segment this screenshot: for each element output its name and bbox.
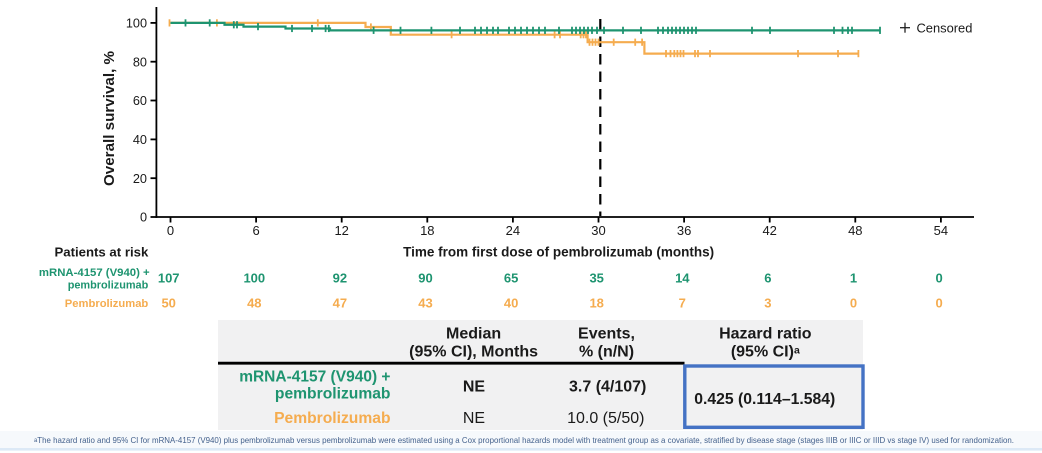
svg-text:mRNA-4157 (V940) +: mRNA-4157 (V940) + — [239, 369, 390, 386]
svg-text:43: 43 — [418, 296, 432, 311]
svg-text:107: 107 — [158, 271, 180, 286]
svg-text:0: 0 — [140, 211, 147, 225]
svg-text:10.0 (5/50): 10.0 (5/50) — [567, 410, 644, 427]
svg-text:0: 0 — [850, 296, 857, 311]
svg-text:40: 40 — [133, 133, 147, 147]
svg-text:48: 48 — [848, 223, 862, 238]
svg-text:(95% CI)a: (95% CI)a — [731, 343, 800, 360]
svg-text:Overall survival, %: Overall survival, % — [101, 50, 118, 186]
svg-text:3.7 (4/107): 3.7 (4/107) — [569, 379, 646, 396]
svg-text:Hazard ratio: Hazard ratio — [719, 326, 812, 343]
svg-text:90: 90 — [418, 271, 432, 286]
svg-text:54: 54 — [934, 223, 948, 238]
svg-text:24: 24 — [506, 223, 520, 238]
svg-text:65: 65 — [504, 271, 518, 286]
svg-text:92: 92 — [333, 271, 347, 286]
svg-text:3: 3 — [764, 296, 771, 311]
svg-text:pembrolizumab: pembrolizumab — [275, 386, 391, 403]
svg-text:42: 42 — [762, 223, 776, 238]
svg-text:0: 0 — [167, 223, 174, 238]
svg-text:NE: NE — [463, 379, 486, 396]
svg-text:Time from first dose of pembro: Time from first dose of pembrolizumab (m… — [403, 244, 714, 259]
svg-text:30: 30 — [591, 223, 605, 238]
svg-text:Median: Median — [446, 326, 501, 343]
svg-text:18: 18 — [589, 296, 603, 311]
svg-text:Events,: Events, — [578, 326, 635, 343]
svg-text:12: 12 — [334, 223, 348, 238]
svg-text:20: 20 — [133, 172, 147, 186]
svg-text:pembrolizumab: pembrolizumab — [68, 280, 149, 292]
svg-text:NE: NE — [463, 410, 485, 427]
svg-text:100: 100 — [243, 271, 265, 286]
svg-text:0: 0 — [935, 271, 942, 286]
svg-text:Pembrolizumab: Pembrolizumab — [274, 410, 391, 427]
svg-text:36: 36 — [677, 223, 691, 238]
svg-text:aThe hazard ratio and 95% CI f: aThe hazard ratio and 95% CI for mRNA-41… — [34, 435, 1014, 445]
svg-text:6: 6 — [252, 223, 259, 238]
svg-text:0: 0 — [935, 296, 942, 311]
svg-text:Patients at risk: Patients at risk — [54, 244, 148, 259]
svg-text:48: 48 — [247, 296, 261, 311]
svg-text:6: 6 — [764, 271, 771, 286]
svg-text:Censored: Censored — [917, 21, 973, 36]
svg-text:80: 80 — [133, 55, 147, 69]
svg-text:60: 60 — [133, 94, 147, 108]
svg-text:Pembrolizumab: Pembrolizumab — [65, 298, 149, 310]
svg-text:% (n/N): % (n/N) — [579, 343, 634, 360]
svg-text:0.425 (0.114–1.584): 0.425 (0.114–1.584) — [694, 391, 835, 408]
svg-text:7: 7 — [679, 296, 686, 311]
svg-text:100: 100 — [126, 17, 147, 31]
svg-text:50: 50 — [161, 296, 175, 311]
svg-text:1: 1 — [850, 271, 857, 286]
svg-text:14: 14 — [675, 271, 690, 286]
svg-text:47: 47 — [333, 296, 347, 311]
svg-text:40: 40 — [504, 296, 518, 311]
svg-text:(95% CI), Months: (95% CI), Months — [409, 343, 538, 360]
svg-text:18: 18 — [420, 223, 434, 238]
svg-text:mRNA-4157 (V940) +: mRNA-4157 (V940) + — [39, 267, 150, 279]
svg-text:35: 35 — [589, 271, 603, 286]
